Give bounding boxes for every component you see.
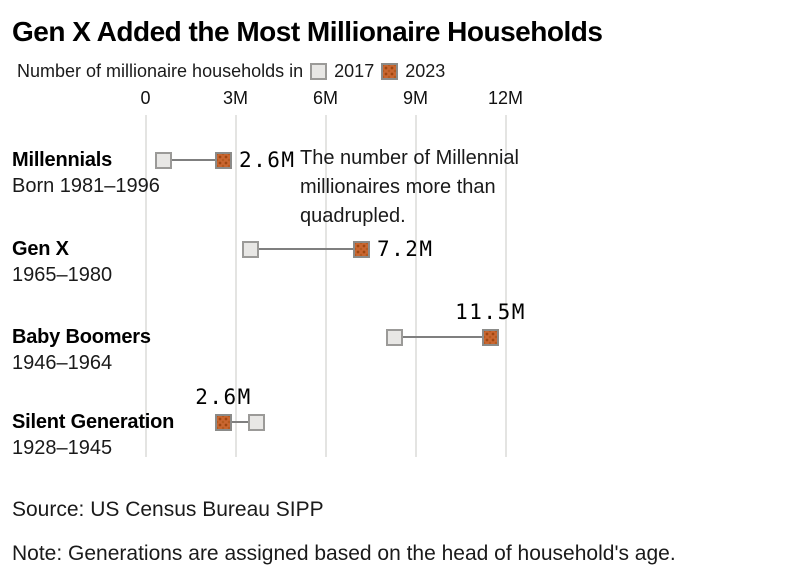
axis-tick-label: 12M	[487, 88, 524, 108]
legend-swatch-2023-icon	[381, 63, 399, 80]
marker-2023	[215, 151, 232, 169]
legend-swatch-2017-icon	[310, 63, 328, 80]
generation-name: Gen X	[12, 238, 69, 260]
annotation: The number of Millennial millionaires mo…	[300, 144, 519, 231]
legend: Number of millionaire households in 2017…	[17, 61, 445, 82]
source-line: Source: US Census Bureau SIPP	[12, 498, 324, 521]
dumbbell-connector	[223, 421, 257, 423]
marker-2017	[242, 240, 259, 258]
generation-years: Born 1981–1996	[12, 175, 160, 197]
value-label-2023: 7.2M	[377, 237, 434, 261]
gridline	[144, 115, 147, 457]
axis-tick-label: 6M	[312, 88, 339, 108]
legend-label-2017: 2017	[334, 61, 375, 81]
marker-2023	[482, 328, 499, 346]
generation-years: 1946–1964	[12, 352, 113, 374]
generation-years: 1965–1980	[12, 264, 113, 286]
gridline	[414, 115, 417, 457]
note-line: Note: Generations are assigned based on …	[12, 542, 676, 565]
dumbbell-connector	[250, 248, 362, 250]
legend-label-2023: 2023	[405, 61, 446, 81]
dumbbell-connector	[163, 159, 224, 161]
chart-title: Gen X Added the Most Millionaire Househo…	[12, 16, 603, 47]
generation-name: Silent Generation	[12, 411, 175, 433]
generation-years: 1928–1945	[12, 437, 113, 459]
marker-2017	[386, 328, 403, 346]
annotation-line: millionaires more than	[300, 176, 496, 198]
value-label-2023: 2.6M	[195, 385, 252, 409]
marker-2017	[155, 151, 172, 169]
gridline	[504, 115, 507, 457]
axis-tick-label: 0	[140, 88, 151, 108]
gridline	[324, 115, 327, 457]
marker-2023	[353, 240, 370, 258]
value-label-2023: 2.6M	[239, 148, 296, 172]
annotation-line: The number of Millennial	[300, 147, 519, 169]
legend-prefix: Number of millionaire households in	[17, 61, 304, 81]
dumbbell-connector	[394, 336, 491, 338]
marker-2017	[248, 413, 265, 431]
value-label-2023: 11.5M	[455, 300, 526, 324]
axis-tick-label: 3M	[222, 88, 249, 108]
annotation-line: quadrupled.	[300, 205, 406, 227]
generation-name: Millennials	[12, 149, 113, 171]
axis-tick-label: 9M	[402, 88, 429, 108]
gridline	[234, 115, 237, 457]
generation-name: Baby Boomers	[12, 326, 151, 348]
marker-2023	[215, 413, 232, 431]
